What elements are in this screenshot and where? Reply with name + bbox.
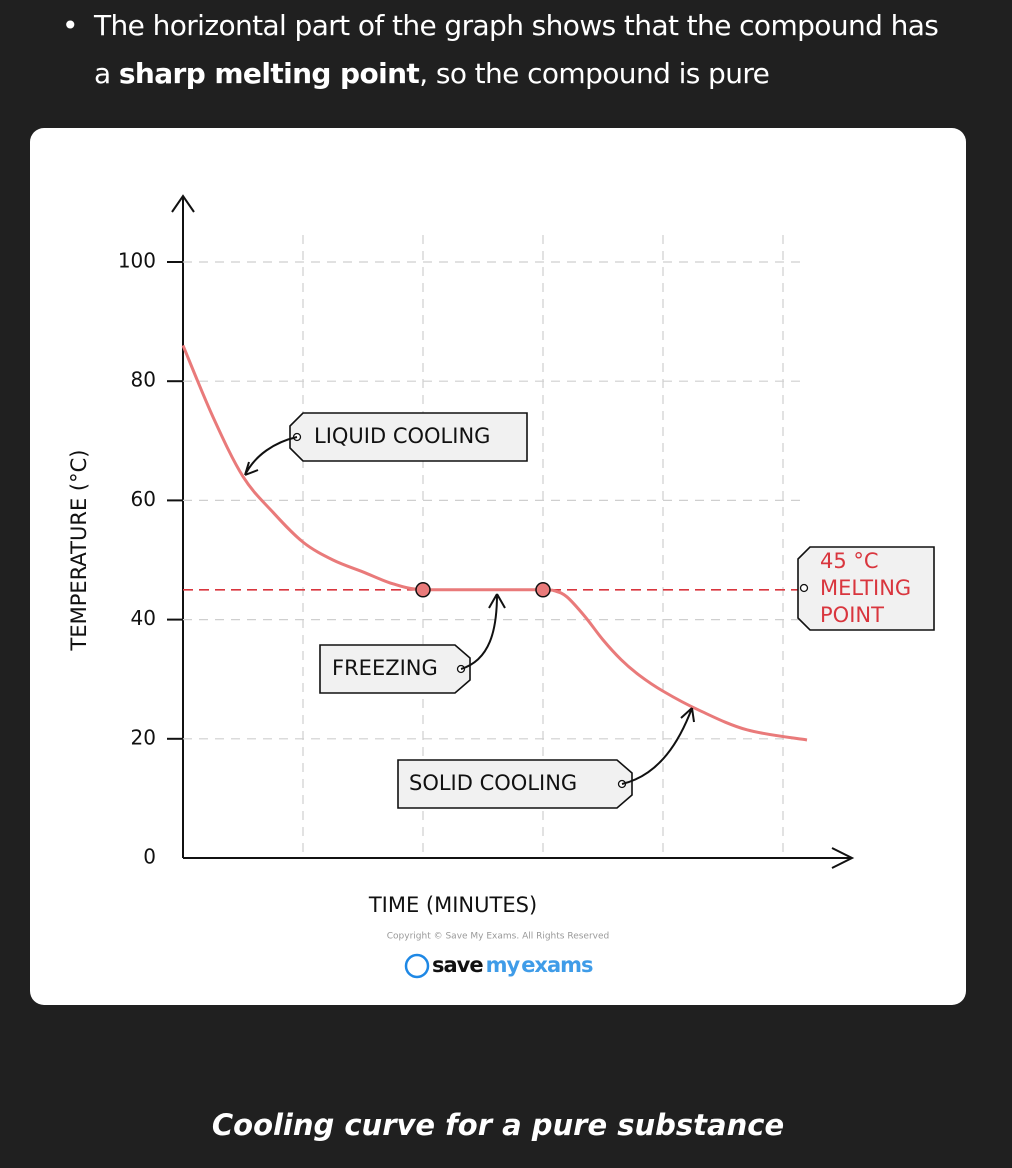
card [30,128,966,1005]
annotation-arrow [244,436,298,476]
bullet-point: • The horizontal part of the graph shows … [62,9,939,90]
phase-point [535,582,551,598]
bullet-bold: sharp melting point [118,57,420,90]
cooling-curve [181,344,808,742]
freezing-tag [319,644,471,694]
logo-save: save [432,953,483,977]
logo-my: my [486,953,521,977]
logo-text: save myexams [432,953,593,977]
x-axis [183,847,855,869]
annotation: SOLID COOLING [409,771,577,795]
y-tick-label: 20 [131,725,156,749]
y-tick-label: 40 [131,606,156,630]
melting-point-label: 45 °C [820,549,879,573]
y-tick-label: 100 [118,249,156,273]
bullet-text: The horizontal part of the graph shows t… [94,9,939,90]
copyright: Copyright © Save My Exams. All Rights Re… [387,932,609,942]
y-tick-label: 80 [131,368,156,392]
logo: save myexams [404,953,594,979]
y-axis-label: TEMPERATURE (°C) [67,450,91,652]
melting-tag [797,546,935,631]
x-axis-label: TIME (MINUTES) [368,893,537,917]
caption: Cooling curve for a pure substance [212,1108,784,1142]
logo-exams: exams [521,953,593,977]
annotation-arrow [460,593,506,670]
logo-icon [404,953,430,979]
tag-hole [799,583,809,593]
annotation: LIQUID COOLING [314,424,490,448]
annotation-arrow [621,707,695,785]
liquid-tag [289,412,528,462]
annotation: FREEZING [332,656,438,680]
annotation: MELTING [820,576,911,600]
phase-point [415,582,431,598]
y-tick-label: 0 [143,845,156,869]
y-tick-label: 60 [131,487,156,511]
solid-tag [397,759,633,809]
y-axis [171,194,195,858]
annotation: POINT [820,603,884,627]
bullet-text: , so the compound is pure [419,57,770,90]
